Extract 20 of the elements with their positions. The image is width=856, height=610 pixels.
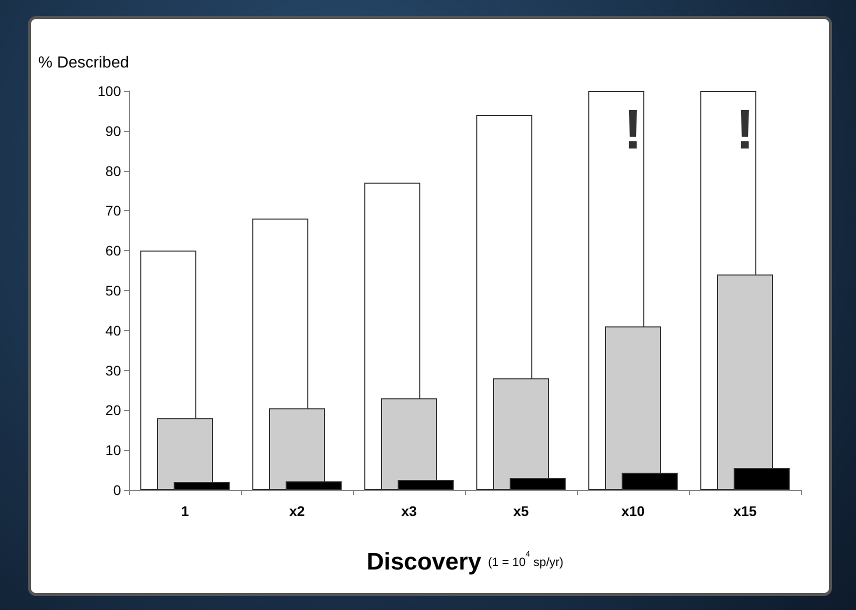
y-tick-label: 50 xyxy=(105,282,122,298)
x-tick-label: x5 xyxy=(513,503,529,519)
x-tick-label: 1 xyxy=(181,503,190,519)
y-axis-title: % Described xyxy=(38,54,129,72)
x-tick-label: x3 xyxy=(401,503,417,519)
annotation: ! xyxy=(624,98,642,160)
y-tick-label: 90 xyxy=(105,122,122,139)
y-tick-label: 10 xyxy=(105,442,122,458)
y-tick-label: 30 xyxy=(105,362,122,378)
y-tick-label: 0 xyxy=(113,482,122,498)
x-tick-label: x15 xyxy=(733,503,757,519)
y-tick-label: 70 xyxy=(105,202,122,219)
y-tick-label: 100 xyxy=(98,83,122,99)
y-tick-label: 80 xyxy=(105,162,122,179)
annotation: ! xyxy=(736,98,754,160)
y-tick-label: 60 xyxy=(105,242,122,259)
y-tick-label: 20 xyxy=(105,402,122,418)
x-tick-label: x2 xyxy=(289,503,305,519)
y-tick-label: 40 xyxy=(105,322,122,338)
x-tick-label: x10 xyxy=(621,503,645,519)
